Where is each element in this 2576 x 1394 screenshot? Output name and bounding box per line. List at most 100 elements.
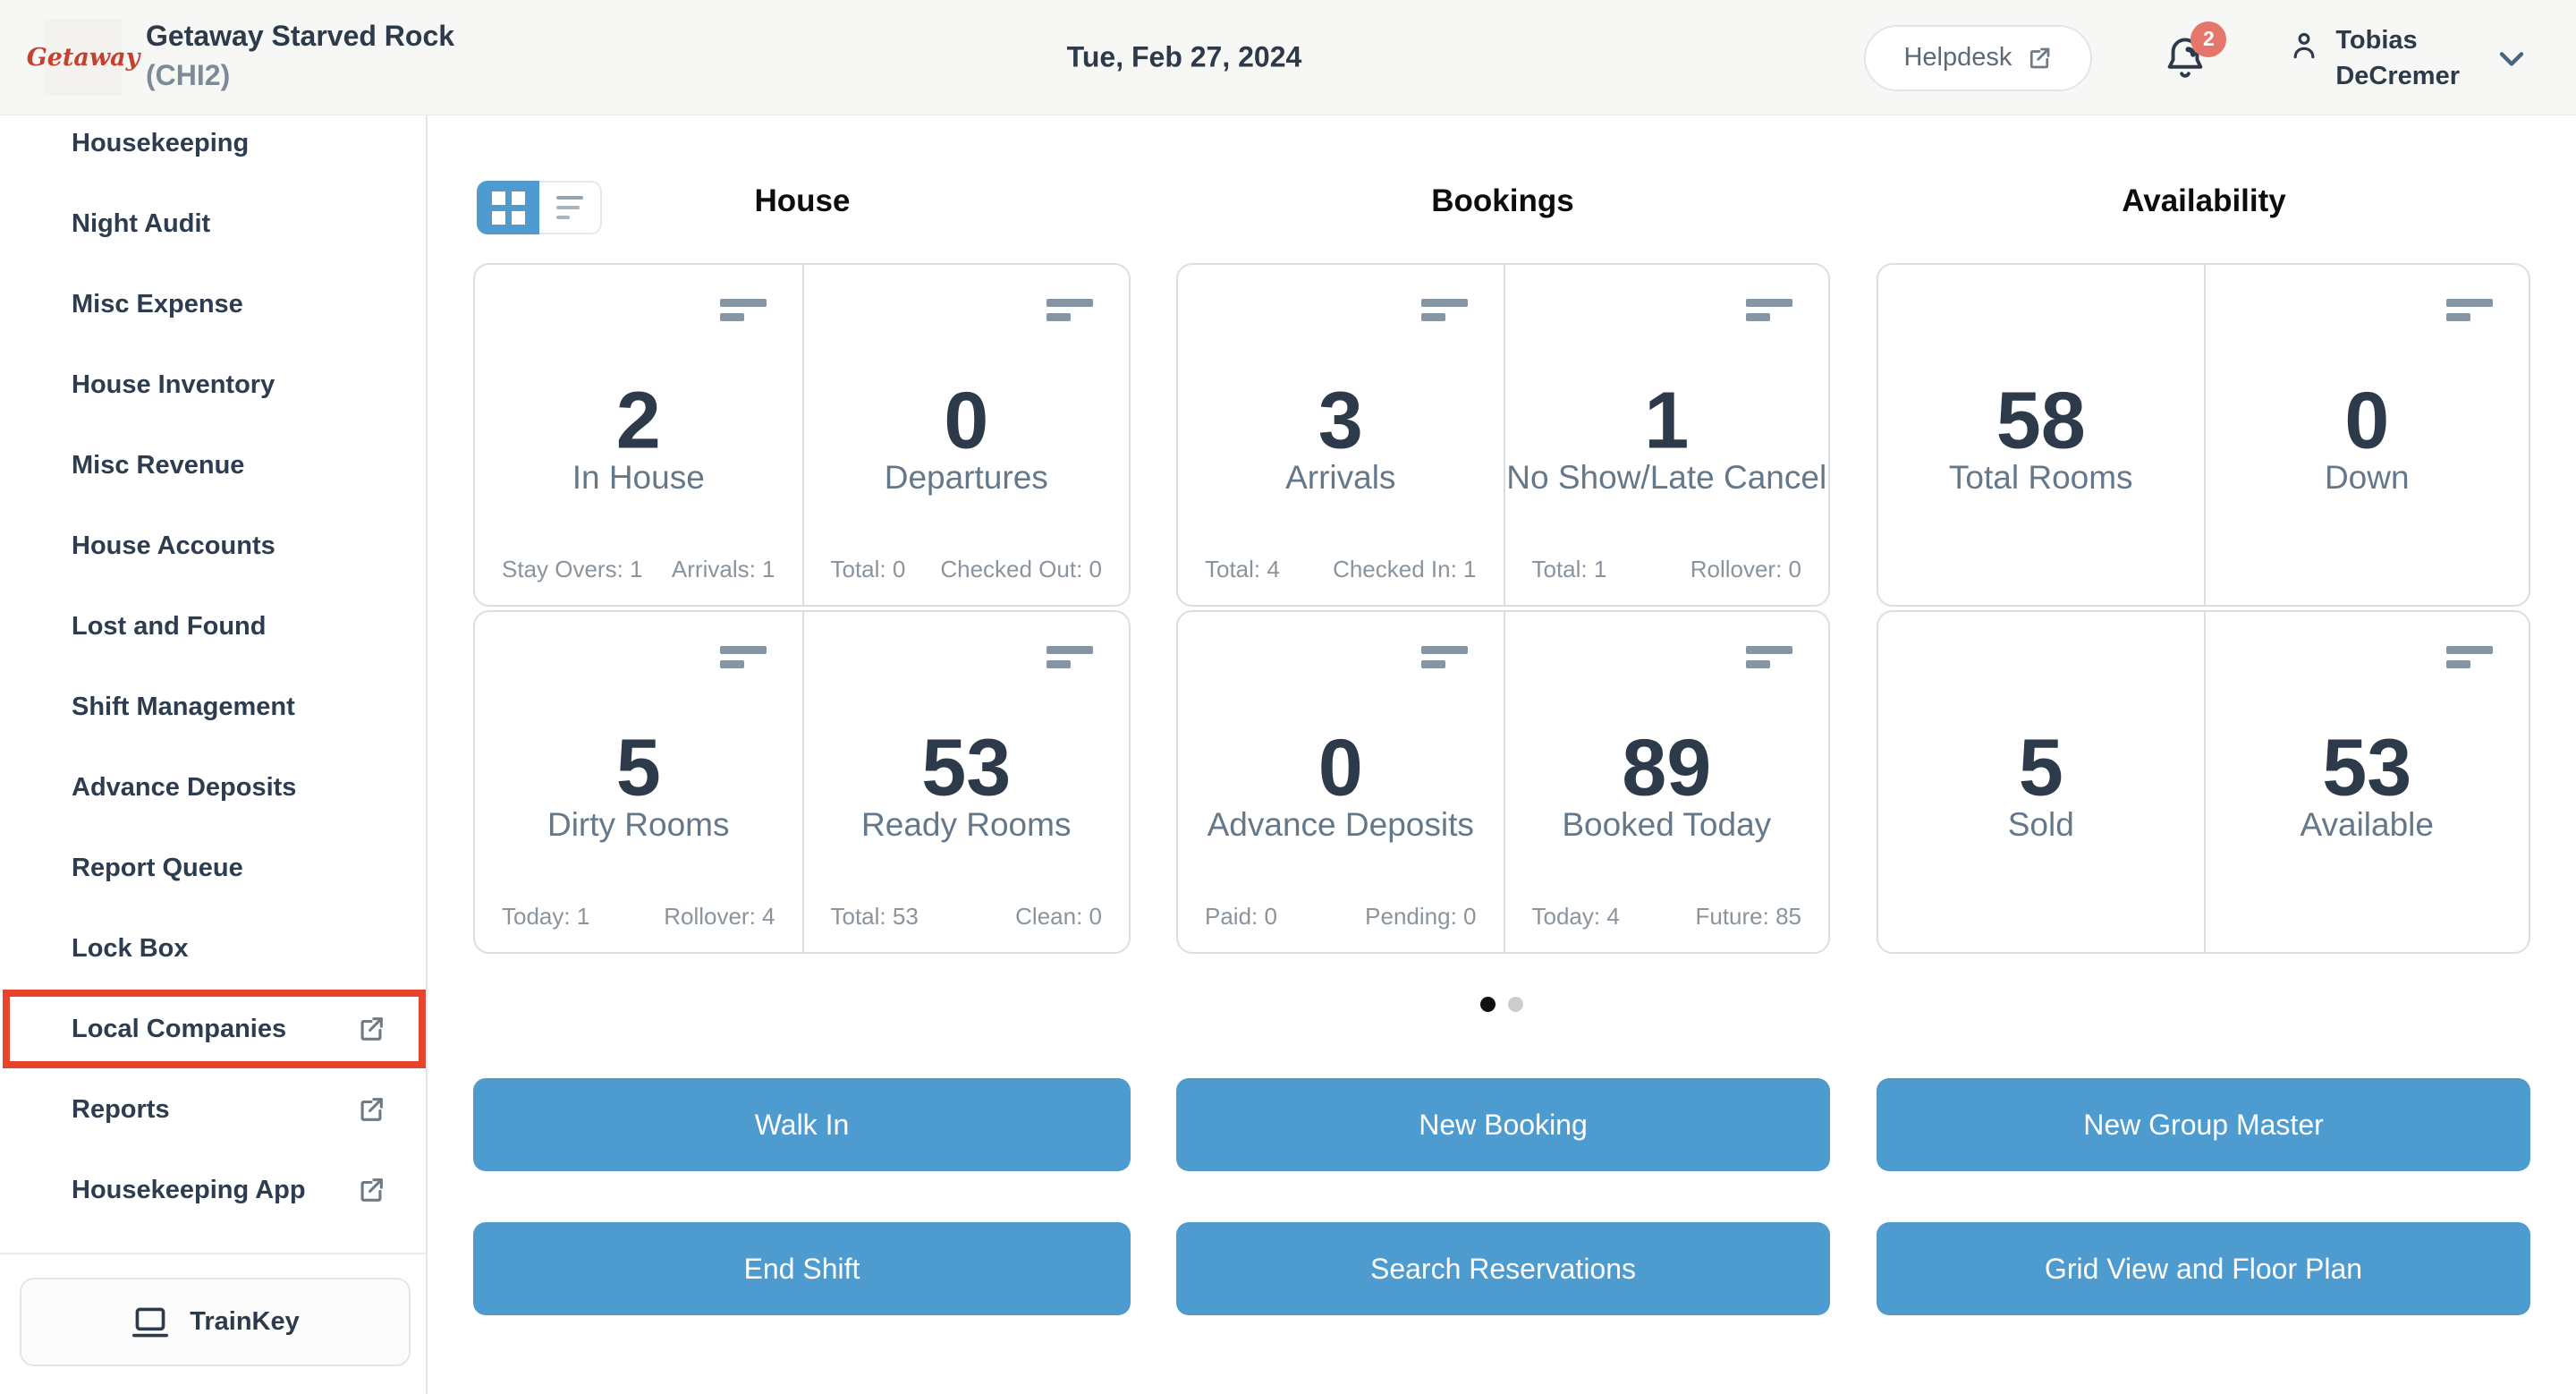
- card-stat-left: Stay Overs: 1: [502, 556, 643, 582]
- stat-card-ready-rooms[interactable]: 53 Ready Rooms Total: 53 Clean: 0: [801, 612, 1130, 952]
- new-booking-button[interactable]: New Booking: [1176, 1078, 1830, 1171]
- sidebar-item-report-queue[interactable]: Report Queue: [0, 828, 426, 908]
- stat-card-departures[interactable]: 0 Departures Total: 0 Checked Out: 0: [801, 265, 1130, 605]
- sidebar-footer: TrainKey: [0, 1253, 426, 1394]
- sidebar-item-local-companies[interactable]: Local Companies: [0, 989, 426, 1069]
- card-value: 0: [1318, 723, 1363, 813]
- card-row: 5 Dirty Rooms Today: 1 Rollover: 4 53 Re…: [473, 610, 1131, 954]
- card-stats: Total: 53 Clean: 0: [804, 903, 1130, 931]
- section-title-availability: Availability: [2122, 183, 2286, 218]
- filter-bars-icon[interactable]: [1420, 646, 1468, 668]
- filter-bars-icon[interactable]: [2446, 646, 2493, 668]
- user-first-name: Tobias: [2335, 25, 2418, 55]
- section-availability: 58 Total Rooms 0 Down 5 Sold 53 Availabl…: [1877, 263, 2530, 957]
- sidebar-item-advance-deposits[interactable]: Advance Deposits: [0, 747, 426, 828]
- search-reservations-button[interactable]: Search Reservations: [1176, 1222, 1830, 1315]
- filter-bars-icon[interactable]: [1046, 646, 1093, 668]
- stat-card-sold[interactable]: 5 Sold: [1878, 612, 2204, 952]
- list-view-button[interactable]: [539, 181, 602, 234]
- card-label: Available: [2300, 805, 2434, 843]
- sidebar-item-misc-revenue[interactable]: Misc Revenue: [0, 425, 426, 506]
- stat-card-advance-deposits[interactable]: 0 Advance Deposits Paid: 0 Pending: 0: [1178, 612, 1504, 952]
- card-stat-left: Paid: 0: [1205, 903, 1277, 930]
- sidebar-item-misc-expense[interactable]: Misc Expense: [0, 264, 426, 344]
- filter-bars-icon[interactable]: [719, 299, 767, 321]
- helpdesk-button[interactable]: Helpdesk: [1864, 24, 2093, 91]
- filter-bars-icon[interactable]: [719, 646, 767, 668]
- end-shift-button[interactable]: End Shift: [473, 1222, 1131, 1315]
- external-link-icon: [356, 1094, 386, 1125]
- user-menu[interactable]: Tobias DeCremer: [2287, 22, 2460, 94]
- filter-bars-icon[interactable]: [1746, 646, 1792, 668]
- stat-card-down[interactable]: 0 Down: [2203, 265, 2529, 605]
- brand-logo[interactable]: Getaway: [27, 19, 140, 96]
- stat-card-booked-today[interactable]: 89 Booked Today Today: 4 Future: 85: [1503, 612, 1829, 952]
- person-icon: [2287, 28, 2321, 94]
- sidebar-item-label: Lock Box: [72, 933, 189, 963]
- sidebar-item-label: House Accounts: [72, 531, 275, 560]
- property-name: Getaway Starved Rock: [146, 20, 455, 52]
- card-label: Departures: [884, 458, 1048, 496]
- stat-card-arrivals[interactable]: 3 Arrivals Total: 4 Checked In: 1: [1178, 265, 1504, 605]
- card-value: 58: [1996, 376, 2086, 466]
- sidebar-item-housekeeping-app[interactable]: Housekeeping App: [0, 1150, 426, 1230]
- stat-card-no-show-late-cancel[interactable]: 1 No Show/Late Cancel Total: 1 Rollover:…: [1503, 265, 1829, 605]
- card-stat-right: Checked Out: 0: [940, 556, 1102, 582]
- sidebar-item-house-inventory[interactable]: House Inventory: [0, 344, 426, 425]
- filter-bars-icon[interactable]: [1420, 299, 1468, 321]
- stat-card-in-house[interactable]: 2 In House Stay Overs: 1 Arrivals: 1: [475, 265, 802, 605]
- grid-view-icon: [491, 191, 525, 225]
- actions-house: Walk In End Shift: [473, 1078, 1131, 1315]
- card-stat-right: Future: 85: [1695, 903, 1801, 930]
- card-row: 0 Advance Deposits Paid: 0 Pending: 0 89…: [1176, 610, 1830, 954]
- pagination-dot-active[interactable]: [1480, 997, 1496, 1012]
- grid-view-button[interactable]: [477, 181, 539, 234]
- user-last-name: DeCremer: [2335, 61, 2460, 90]
- section-bookings: 3 Arrivals Total: 4 Checked In: 1 1 No S…: [1176, 263, 1830, 957]
- card-stats: Total: 0 Checked Out: 0: [804, 556, 1130, 583]
- sidebar-item-house-accounts[interactable]: House Accounts: [0, 506, 426, 586]
- filter-bars-icon[interactable]: [1046, 299, 1093, 321]
- external-link-icon: [356, 1014, 386, 1044]
- sidebar-item-night-audit[interactable]: Night Audit: [0, 183, 426, 264]
- user-menu-toggle[interactable]: [2492, 38, 2531, 78]
- sidebar-item-label: Report Queue: [72, 853, 243, 882]
- app-header: Getaway Getaway Starved Rock (CHI2) Tue,…: [0, 0, 2576, 115]
- view-toggle: [477, 181, 602, 234]
- filter-bars-icon[interactable]: [1746, 299, 1792, 321]
- sidebar-item-housekeeping[interactable]: Housekeeping: [0, 103, 426, 183]
- stat-card-dirty-rooms[interactable]: 5 Dirty Rooms Today: 1 Rollover: 4: [475, 612, 802, 952]
- card-stat-left: Today: 1: [502, 903, 590, 930]
- stat-card-total-rooms[interactable]: 58 Total Rooms: [1878, 265, 2204, 605]
- trainkey-label: TrainKey: [190, 1307, 300, 1336]
- sidebar-item-reports[interactable]: Reports: [0, 1069, 426, 1150]
- card-label: Dirty Rooms: [547, 805, 730, 843]
- card-stat-left: Total: 53: [830, 903, 919, 930]
- sidebar-item-lost-and-found[interactable]: Lost and Found: [0, 586, 426, 667]
- card-stat-right: Rollover: 4: [664, 903, 775, 930]
- sidebar: Housekeeping Night Audit Misc Expense Ho…: [0, 115, 428, 1394]
- carousel-pagination: [1480, 997, 1523, 1012]
- notifications-button[interactable]: 2: [2162, 21, 2227, 84]
- filter-bars-icon[interactable]: [2446, 299, 2493, 321]
- card-row: 58 Total Rooms 0 Down: [1877, 263, 2530, 607]
- card-value: 5: [615, 723, 661, 813]
- card-stat-right: Checked In: 1: [1333, 556, 1477, 582]
- sidebar-item-lock-box[interactable]: Lock Box: [0, 908, 426, 989]
- trainkey-button[interactable]: TrainKey: [20, 1278, 411, 1366]
- card-stats: Stay Overs: 1 Arrivals: 1: [475, 556, 802, 583]
- sidebar-item-label: Housekeeping App: [72, 1175, 306, 1204]
- walk-in-button[interactable]: Walk In: [473, 1078, 1131, 1171]
- user-name: Tobias DeCremer: [2335, 22, 2460, 94]
- notification-count-badge: 2: [2190, 21, 2227, 57]
- stat-card-available[interactable]: 53 Available: [2203, 612, 2529, 952]
- card-label: Arrivals: [1285, 458, 1396, 496]
- section-title-bookings: Bookings: [1431, 183, 1574, 218]
- grid-view-floor-plan-button[interactable]: Grid View and Floor Plan: [1877, 1222, 2530, 1315]
- new-group-master-button[interactable]: New Group Master: [1877, 1078, 2530, 1171]
- sidebar-item-label: Misc Expense: [72, 289, 243, 319]
- header-actions: Helpdesk 2: [1864, 0, 2531, 115]
- pagination-dot[interactable]: [1508, 997, 1523, 1012]
- business-date: Tue, Feb 27, 2024: [1066, 40, 1302, 73]
- sidebar-item-shift-management[interactable]: Shift Management: [0, 667, 426, 747]
